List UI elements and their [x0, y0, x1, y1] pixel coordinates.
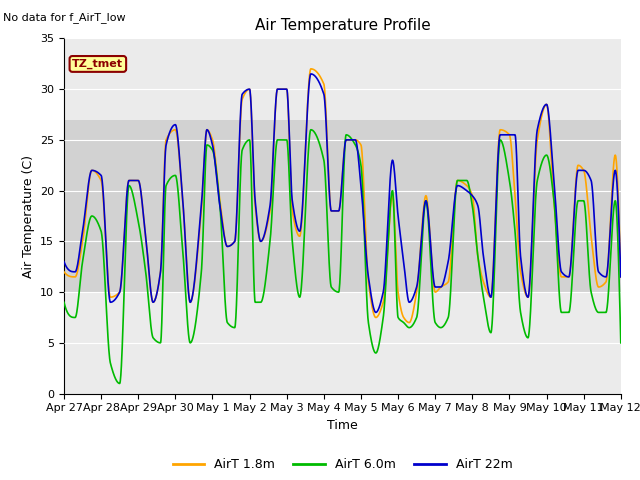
AirT 22m: [316, 82, 324, 87]
AirT 6.0m: [617, 340, 625, 346]
Line: AirT 1.8m: AirT 1.8m: [64, 69, 621, 323]
AirT 6.0m: [88, 213, 96, 219]
AirT 1.8m: [307, 66, 315, 72]
AirT 1.8m: [602, 280, 609, 286]
AirT 22m: [499, 132, 507, 138]
Line: AirT 6.0m: AirT 6.0m: [64, 130, 621, 384]
AirT 22m: [372, 310, 380, 315]
AirT 6.0m: [332, 288, 339, 294]
AirT 6.0m: [601, 310, 609, 315]
Line: AirT 22m: AirT 22m: [64, 74, 621, 312]
Title: Air Temperature Profile: Air Temperature Profile: [255, 18, 430, 33]
AirT 1.8m: [617, 274, 625, 280]
AirT 22m: [602, 274, 609, 280]
AirT 6.0m: [307, 127, 315, 132]
AirT 1.8m: [601, 280, 609, 286]
Text: No data for f_AirT_low: No data for f_AirT_low: [3, 12, 126, 23]
AirT 22m: [601, 274, 609, 280]
AirT 1.8m: [331, 208, 339, 214]
AirT 6.0m: [499, 143, 507, 148]
AirT 1.8m: [88, 168, 96, 173]
AirT 22m: [88, 168, 96, 173]
AirT 1.8m: [499, 127, 507, 133]
Text: TZ_tmet: TZ_tmet: [72, 59, 124, 69]
Y-axis label: Air Temperature (C): Air Temperature (C): [22, 155, 35, 277]
AirT 1.8m: [316, 74, 324, 80]
AirT 6.0m: [317, 144, 324, 150]
AirT 1.8m: [60, 269, 68, 275]
AirT 22m: [307, 71, 315, 77]
AirT 1.8m: [405, 320, 413, 325]
AirT 22m: [331, 208, 339, 214]
AirT 6.0m: [602, 310, 609, 315]
AirT 22m: [60, 259, 68, 264]
Bar: [64, 120, 621, 292]
AirT 6.0m: [116, 381, 124, 386]
X-axis label: Time: Time: [327, 419, 358, 432]
Legend: AirT 1.8m, AirT 6.0m, AirT 22m: AirT 1.8m, AirT 6.0m, AirT 22m: [168, 453, 517, 476]
AirT 6.0m: [60, 300, 68, 305]
AirT 22m: [617, 274, 625, 280]
